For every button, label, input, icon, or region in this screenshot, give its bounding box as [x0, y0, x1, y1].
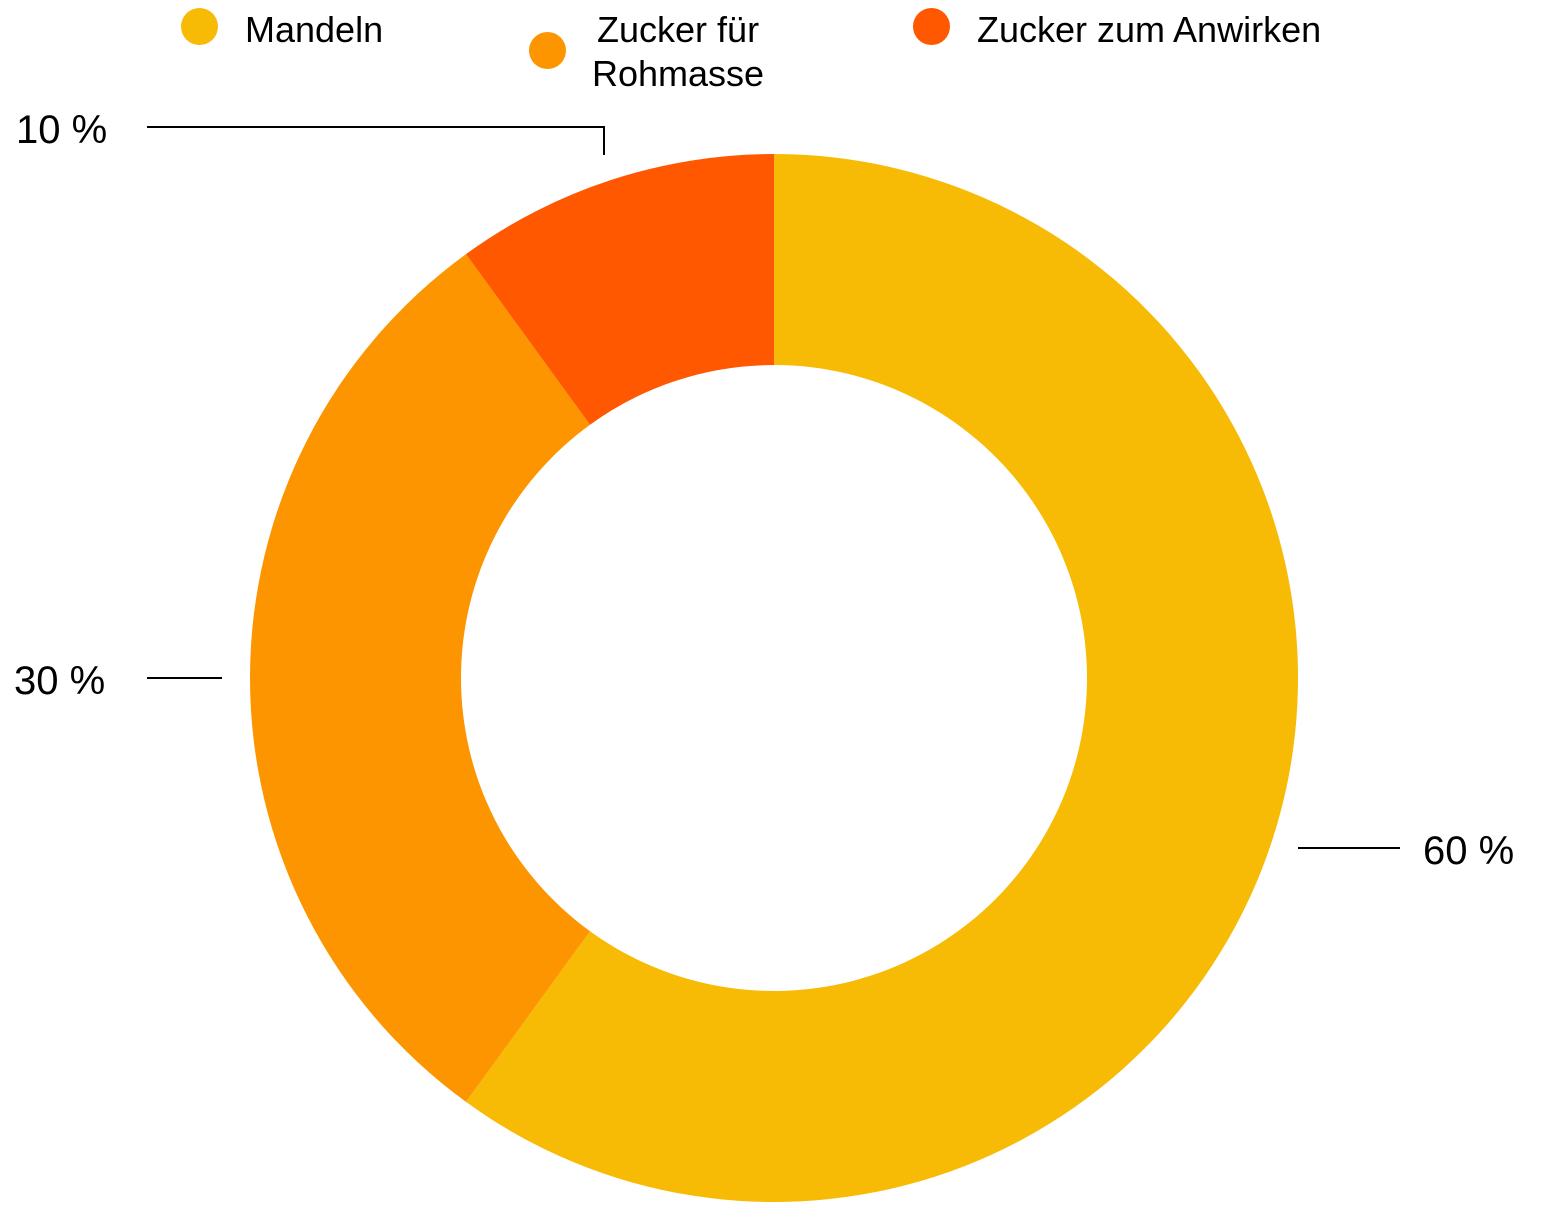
chart-legend: Mandeln Zucker für Rohmasse Zucker zum A…	[0, 0, 1560, 110]
legend-label-zucker-anwirken: Zucker zum Anwirken	[977, 9, 1322, 50]
legend-item-mandeln: Mandeln	[181, 8, 383, 52]
legend-swatch-zucker-rohmasse	[529, 32, 566, 69]
data-label-zucker-anwirken: 10 %	[16, 108, 107, 152]
leader-line-zucker-anwirken	[147, 126, 605, 155]
slice-mandeln	[466, 154, 1298, 1202]
donut-slices	[249, 154, 1298, 1202]
data-label-mandeln: 60 %	[1423, 829, 1514, 873]
slice-zucker-anwirken	[466, 154, 774, 425]
legend-item-zucker-anwirken: Zucker zum Anwirken	[913, 8, 1321, 52]
legend-swatch-mandeln	[181, 8, 218, 45]
data-labels: 60 % 30 % 10 %	[14, 108, 1514, 873]
legend-item-zucker-rohmasse: Zucker für Rohmasse	[529, 8, 764, 96]
leader-lines	[147, 126, 1400, 849]
legend-label-mandeln: Mandeln	[245, 9, 384, 50]
legend-label-zucker-rohmasse: Zucker für Rohmasse	[592, 9, 765, 94]
slice-zucker-rohmasse	[249, 254, 591, 1102]
legend-swatch-zucker-anwirken	[913, 8, 950, 45]
data-label-zucker-rohmasse: 30 %	[14, 659, 105, 703]
